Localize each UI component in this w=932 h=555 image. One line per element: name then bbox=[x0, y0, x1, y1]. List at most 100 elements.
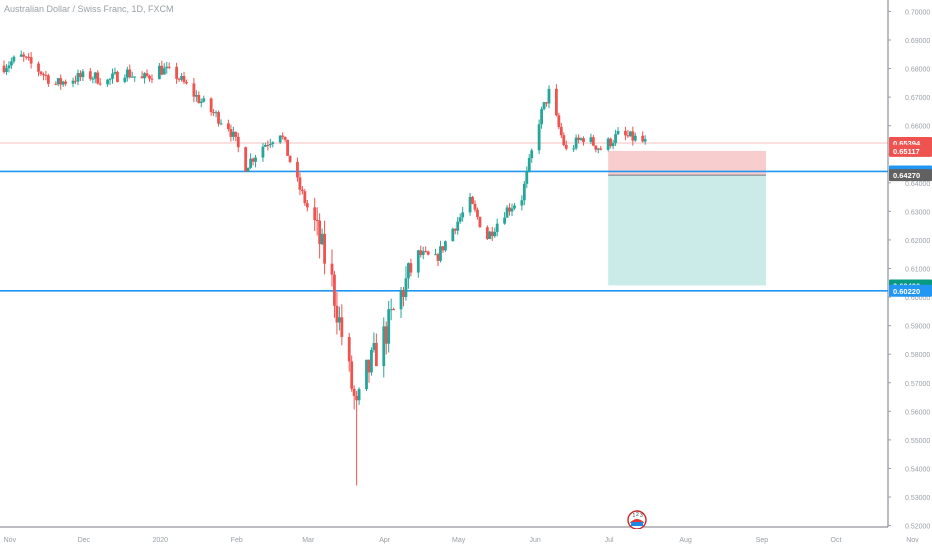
candle-body bbox=[37, 63, 40, 72]
candle-body bbox=[214, 112, 218, 114]
x-tick-label: Apr bbox=[379, 537, 391, 544]
candle-body bbox=[582, 138, 585, 142]
candle-body bbox=[261, 146, 265, 158]
x-tick-label: Sep bbox=[756, 537, 769, 544]
tradingview-logo-icon[interactable]: 1 2 3 bbox=[626, 509, 648, 529]
candle-body bbox=[591, 137, 595, 146]
candle-body bbox=[288, 155, 292, 162]
candle-body bbox=[246, 167, 250, 172]
y-tick-label: 0.53000 bbox=[905, 495, 930, 502]
svg-text:2: 2 bbox=[636, 512, 639, 518]
candle-body bbox=[254, 157, 257, 162]
candle-body bbox=[318, 220, 322, 245]
y-tick-label: 0.58000 bbox=[905, 352, 930, 359]
candle-body bbox=[249, 158, 252, 168]
candle-body bbox=[579, 138, 583, 140]
candle-body bbox=[628, 131, 632, 137]
candle-body bbox=[162, 68, 166, 75]
candle-body bbox=[562, 135, 566, 146]
candle-body bbox=[365, 359, 368, 390]
candle-body bbox=[436, 254, 440, 261]
candle-body bbox=[7, 65, 11, 69]
candle-body bbox=[2, 65, 6, 73]
price-label-bg bbox=[889, 144, 932, 157]
x-tick-label: Jul bbox=[605, 537, 614, 544]
candle-body bbox=[244, 147, 248, 172]
candle-body bbox=[271, 142, 275, 145]
candle-body bbox=[547, 88, 551, 104]
candle-body bbox=[140, 76, 144, 79]
candle-body bbox=[641, 135, 645, 142]
y-tick-label: 0.61000 bbox=[905, 266, 930, 273]
candle-body bbox=[59, 78, 63, 85]
price-label-bg bbox=[889, 284, 932, 297]
candle-body bbox=[93, 72, 97, 79]
y-tick-label: 0.67000 bbox=[905, 95, 930, 102]
candle-body bbox=[234, 131, 238, 137]
candle-body bbox=[572, 148, 576, 150]
y-tick-label: 0.56000 bbox=[905, 409, 930, 416]
symbol-title: Australian Dollar / Swiss Franc, 1D, FXC… bbox=[4, 4, 174, 14]
candle-body bbox=[88, 71, 92, 79]
candle-body bbox=[596, 148, 600, 150]
candle-body bbox=[574, 137, 578, 149]
candle-body bbox=[461, 212, 465, 218]
candle-body bbox=[130, 76, 134, 78]
y-tick-label: 0.55000 bbox=[905, 438, 930, 445]
candle-body bbox=[387, 309, 391, 344]
candle-body bbox=[236, 136, 240, 148]
x-tick-label: May bbox=[452, 537, 466, 544]
candle-body bbox=[175, 66, 179, 79]
candle-body bbox=[199, 101, 203, 104]
candle-body bbox=[352, 388, 356, 396]
candle-body bbox=[545, 102, 548, 104]
candle-body bbox=[485, 227, 489, 239]
candle-body bbox=[96, 72, 100, 84]
candle-body bbox=[79, 73, 82, 78]
svg-text:3: 3 bbox=[640, 513, 643, 519]
candle-body bbox=[143, 73, 146, 79]
candle-body bbox=[167, 66, 171, 68]
y-tick-label: 0.62000 bbox=[905, 238, 930, 245]
svg-text:1: 1 bbox=[633, 513, 636, 519]
y-tick-label: 0.57000 bbox=[905, 381, 930, 388]
candle-body bbox=[503, 217, 506, 224]
candle-body bbox=[589, 137, 593, 142]
candle-body bbox=[609, 138, 613, 147]
candle-body bbox=[490, 231, 494, 237]
x-tick-label: Nov bbox=[4, 537, 17, 544]
candle-body bbox=[281, 135, 285, 137]
candle-body bbox=[305, 203, 309, 208]
y-tick-label: 0.52000 bbox=[905, 524, 930, 531]
candle-body bbox=[559, 127, 563, 136]
y-tick-label: 0.64000 bbox=[905, 181, 930, 188]
candle-body bbox=[194, 95, 198, 97]
candle-body bbox=[9, 61, 13, 66]
candle-body bbox=[180, 76, 183, 80]
price-label-entry: 0.64270 bbox=[893, 171, 920, 180]
candle-body bbox=[185, 82, 188, 84]
candle-body bbox=[19, 54, 23, 57]
y-tick-label: 0.69000 bbox=[905, 38, 930, 45]
candle-body bbox=[165, 66, 169, 69]
candle-body bbox=[128, 69, 132, 78]
take-profit-zone bbox=[608, 175, 766, 286]
candle-body bbox=[488, 231, 492, 239]
candle-body bbox=[473, 203, 477, 210]
x-tick-label: Dec bbox=[78, 537, 91, 544]
candle-body bbox=[564, 145, 568, 149]
candle-body bbox=[370, 349, 373, 373]
candle-body bbox=[476, 209, 479, 217]
candle-body bbox=[513, 205, 516, 209]
candle-body bbox=[98, 83, 102, 85]
candle-body bbox=[123, 77, 127, 82]
candle-body bbox=[493, 231, 497, 237]
candle-body bbox=[145, 73, 149, 76]
candle-body bbox=[419, 250, 423, 256]
candle-body bbox=[525, 170, 529, 184]
candle-body bbox=[192, 83, 196, 97]
candle-body bbox=[133, 76, 137, 78]
candle-body bbox=[337, 317, 341, 323]
